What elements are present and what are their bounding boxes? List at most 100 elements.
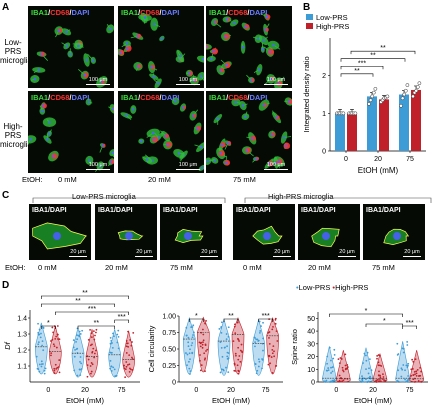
data-point [369, 99, 372, 102]
micrograph-a-r0-c1: IBA1/CD68/DAPI 100 μm [118, 6, 204, 88]
sig-label: * [383, 318, 386, 325]
scalebar-c-text: 20 μm [404, 249, 419, 255]
violin-point [37, 368, 39, 370]
violin-point [378, 374, 380, 376]
violin-point [362, 362, 364, 364]
violin-point [237, 364, 239, 366]
data-point [416, 85, 419, 88]
violin-point [132, 369, 134, 371]
scalebar: 100 μm [176, 77, 200, 85]
violin-point [79, 331, 81, 333]
x-tick-label: 20 [81, 387, 89, 394]
violin-point [36, 356, 38, 358]
violin-point [127, 331, 129, 333]
violin-point [256, 370, 258, 372]
violin-point [51, 339, 53, 341]
violin-point [39, 329, 41, 331]
nucleus [48, 133, 51, 136]
violin-point [238, 339, 240, 341]
violin-point [406, 341, 408, 343]
nucleus [126, 47, 129, 50]
violin-point [413, 361, 415, 363]
nucleus [258, 68, 261, 71]
nucleus [207, 160, 210, 163]
chart-d2: 00.250.500.751.000 20 75* ** ***Cell circula… [145, 286, 287, 412]
sig-label: *** [118, 314, 126, 321]
nucleus [57, 29, 60, 32]
micrograph-c-5: IBA1/DAPI 20 μm [363, 204, 425, 260]
violin-point [397, 354, 399, 356]
micrograph-c-4: IBA1/DAPI 20 μm [298, 204, 360, 260]
sig-label: ** [94, 320, 100, 327]
violin-point [92, 351, 94, 353]
violin-point [261, 367, 263, 369]
scalebar-line [86, 169, 110, 170]
data-point [342, 112, 345, 115]
violin-point [90, 332, 92, 334]
y-tick-label: 0.75 [162, 330, 176, 337]
violin-point [368, 367, 370, 369]
violin-point [87, 364, 89, 366]
y-tick-label: 1.1 [17, 364, 27, 371]
nucleus [255, 157, 258, 160]
sig-label: ** [354, 68, 360, 75]
data-point [354, 112, 357, 115]
violin-point [91, 336, 93, 338]
violin-point [199, 360, 201, 362]
violin-point [367, 352, 369, 354]
violin-point [91, 371, 93, 373]
violin-point [253, 337, 255, 339]
micrograph-a-r1-c2: IBA1/CD68/DAPI 100 μm [206, 91, 292, 173]
violin-point [117, 330, 119, 332]
violin-point [276, 340, 278, 342]
y-tick-label: 0 [322, 149, 326, 156]
violin-point [258, 358, 260, 360]
violin-point [344, 353, 346, 355]
violin-point [92, 348, 94, 350]
scalebar-c-line [403, 256, 421, 257]
nucleus [251, 137, 254, 140]
violin-point [51, 327, 53, 329]
scalebar-c: 20 μm [338, 249, 356, 257]
group-brackets [25, 196, 434, 204]
violin-point [96, 329, 98, 331]
nucleus [167, 143, 170, 146]
violin-point [404, 379, 406, 381]
violin-point [55, 364, 57, 366]
condition-c-5: 75 mM [372, 263, 395, 272]
violin-point [192, 336, 194, 338]
data-point [411, 95, 414, 98]
violin-point [416, 372, 418, 374]
violin-point [55, 368, 57, 370]
y-tick-label: 20 [307, 354, 315, 361]
violin-point [262, 350, 264, 352]
violin-point [332, 370, 334, 372]
violin-point [206, 349, 208, 351]
violin-point [73, 369, 75, 371]
violin-point [123, 365, 125, 367]
y-tick-label: 2 [322, 73, 326, 80]
violin-point [188, 361, 190, 363]
scalebar-text: 100 μm [267, 162, 285, 168]
violin-point [50, 340, 52, 342]
bar-High-PRS-20 [379, 99, 389, 151]
violin-point [327, 367, 329, 369]
nucleus [264, 28, 267, 31]
violin-point [271, 356, 273, 358]
violin-point [407, 375, 409, 377]
scalebar-text: 100 μm [267, 77, 285, 83]
violin-High-PRS-0 [336, 350, 350, 382]
violin-point [90, 344, 92, 346]
label-part-4: DAPI [161, 93, 179, 102]
violin-point [419, 375, 421, 377]
scalebar-c-text: 20 μm [274, 249, 289, 255]
micrograph-c-1: IBA1/DAPI 20 μm [95, 204, 157, 260]
nucleus [288, 100, 291, 103]
nucleus [132, 108, 135, 111]
label-part-2: CD68 [50, 8, 69, 17]
violin-point [226, 333, 228, 335]
nucleus [217, 117, 220, 120]
nucleus [212, 50, 215, 53]
violin-point [129, 371, 131, 373]
violin-point [187, 354, 189, 356]
